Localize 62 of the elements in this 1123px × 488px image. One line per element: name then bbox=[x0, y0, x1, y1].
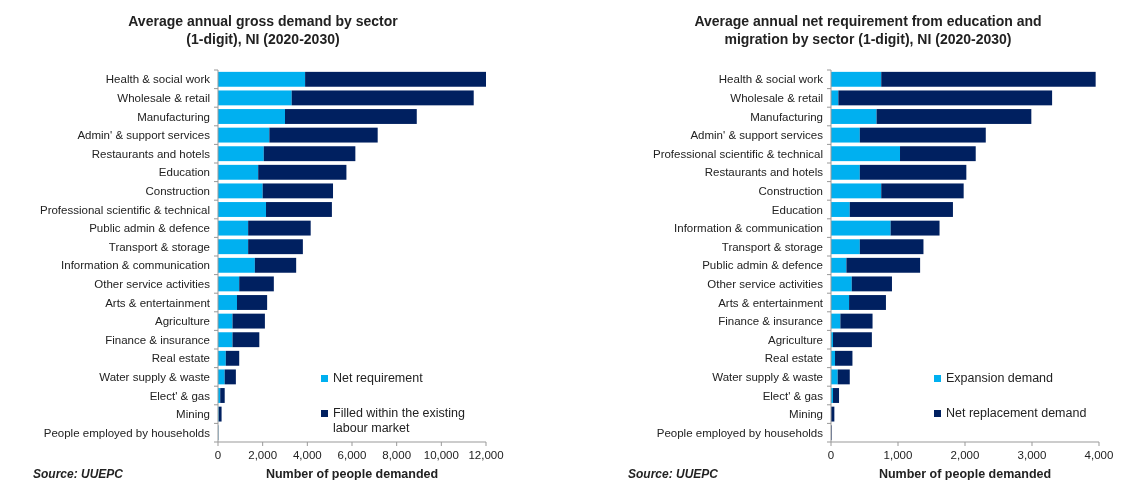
y-tick-label: Mining bbox=[789, 408, 823, 421]
y-tick-label: Water supply & waste bbox=[99, 370, 210, 383]
legend-label: Net requirement bbox=[333, 371, 424, 385]
y-tick-label: Professional scientific & technical bbox=[652, 147, 823, 160]
source-note: Source: UUEPC bbox=[33, 467, 124, 481]
y-tick-label: Manufacturing bbox=[750, 110, 823, 123]
y-tick-label: Construction bbox=[145, 184, 210, 197]
y-tick-label: Manufacturing bbox=[137, 110, 210, 123]
legend-label: Expansion demand bbox=[946, 371, 1054, 385]
y-tick-label: Public admin & defence bbox=[89, 222, 210, 235]
y-tick-label: Arts & entertainment bbox=[718, 296, 824, 309]
y-tick-label: Education bbox=[771, 203, 823, 216]
y-tick-label: Arts & entertainment bbox=[105, 296, 211, 309]
y-tick-label: Transport & storage bbox=[721, 240, 823, 253]
y-tick-label: Real estate bbox=[151, 352, 210, 365]
x-tick-label: 4,000 bbox=[292, 449, 322, 461]
chart-title: Average annual gross demand by sector (1-digit), NI (2020-2030) bbox=[128, 13, 399, 47]
legend-label: Filled within the existing labour market bbox=[333, 406, 466, 435]
chart-title: Average annual net requirement from education and migration by sector (1-digit), NI (2020-2030) bbox=[694, 13, 1042, 47]
y-tick-label: Other service activities bbox=[94, 277, 211, 290]
y-tick-label: Admin' & support services bbox=[77, 129, 211, 142]
x-tick-label: 8,000 bbox=[382, 449, 412, 461]
y-tick-label: Wholesale & retail bbox=[117, 91, 210, 104]
y-tick-label: Education bbox=[158, 166, 210, 179]
y-tick-label: Restaurants and hotels bbox=[91, 147, 211, 160]
y-tick-label: Admin' & support services bbox=[690, 129, 824, 142]
y-tick-label: Transport & storage bbox=[108, 240, 210, 253]
x-tick-label: 2,000 bbox=[248, 449, 278, 461]
x-tick-label: 0 bbox=[827, 449, 835, 461]
legend-label: Net replacement demand bbox=[946, 406, 1087, 420]
y-tick-label: Professional scientific & technical bbox=[39, 203, 210, 216]
y-tick-label: Agriculture bbox=[768, 333, 823, 346]
y-tick-label: People employed by households bbox=[43, 426, 211, 439]
x-tick-label: 4,000 bbox=[1084, 449, 1114, 461]
x-tick-label: 1,000 bbox=[883, 449, 913, 461]
y-tick-label: Other service activities bbox=[707, 277, 824, 290]
y-tick-label: Construction bbox=[758, 184, 823, 197]
y-tick-label: Finance & insurance bbox=[718, 315, 823, 328]
y-tick-label: Real estate bbox=[764, 352, 823, 365]
y-tick-label: Health & social work bbox=[718, 73, 824, 86]
y-tick-label: Information & communication bbox=[61, 259, 210, 272]
y-tick-label: Finance & insurance bbox=[105, 333, 210, 346]
y-tick-label: Elect' & gas bbox=[762, 389, 824, 402]
y-tick-label: Restaurants and hotels bbox=[704, 166, 824, 179]
x-axis-title: Number of people demanded bbox=[265, 467, 439, 481]
y-tick-label: Public admin & defence bbox=[702, 259, 823, 272]
y-tick-label: Health & social work bbox=[105, 73, 211, 86]
y-tick-label: Wholesale & retail bbox=[730, 91, 823, 104]
y-tick-label: Water supply & waste bbox=[712, 370, 823, 383]
x-tick-label: 0 bbox=[214, 449, 222, 461]
x-tick-label: 3,000 bbox=[1017, 449, 1047, 461]
source-note: Source: UUEPC bbox=[628, 467, 719, 481]
y-tick-label: Elect' & gas bbox=[149, 389, 211, 402]
y-tick-label: Information & communication bbox=[674, 222, 823, 235]
x-tick-label: 10,000 bbox=[423, 449, 459, 461]
x-tick-label: 2,000 bbox=[950, 449, 980, 461]
y-tick-label: People employed by households bbox=[656, 426, 824, 439]
y-tick-label: Agriculture bbox=[155, 315, 210, 328]
x-axis-title: Number of people demanded bbox=[878, 467, 1052, 481]
y-tick-label: Mining bbox=[176, 408, 210, 421]
x-tick-label: 12,000 bbox=[468, 449, 504, 461]
x-tick-label: 6,000 bbox=[337, 449, 367, 461]
